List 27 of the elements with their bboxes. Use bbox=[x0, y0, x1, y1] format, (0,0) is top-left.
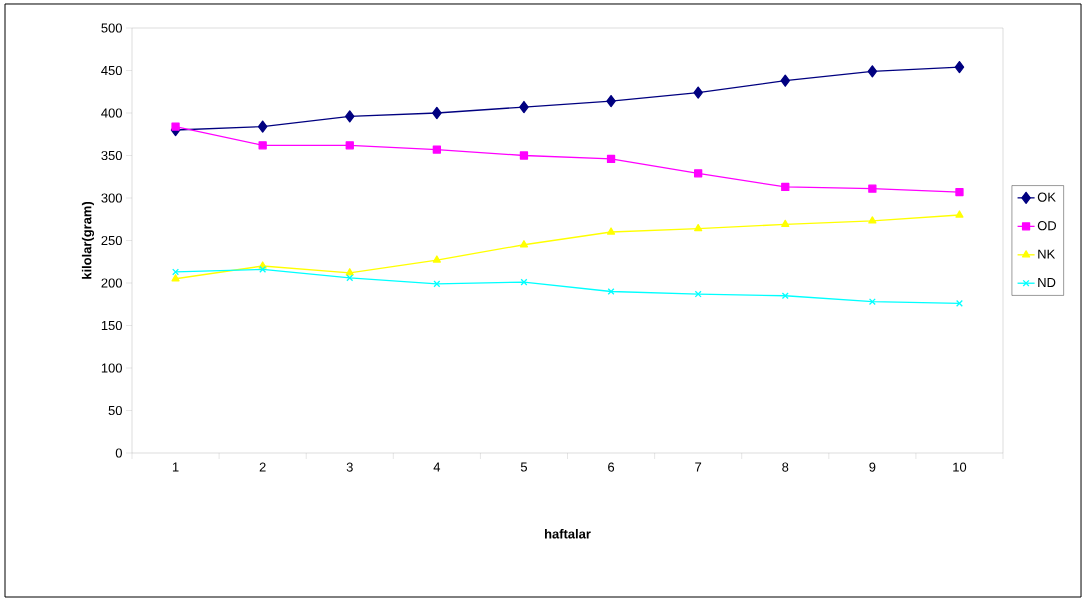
x-tick-label: 3 bbox=[346, 462, 353, 472]
x-tick-label: 10 bbox=[953, 462, 967, 472]
x-axis-title: haftalar bbox=[545, 528, 591, 539]
x-tick-label: 8 bbox=[782, 462, 789, 472]
y-tick-label: 500 bbox=[101, 23, 122, 33]
y-tick-label: 400 bbox=[101, 108, 122, 118]
y-tick-label: 200 bbox=[101, 278, 122, 288]
y-tick-label: 450 bbox=[101, 65, 122, 76]
legend-label: ND bbox=[1038, 278, 1056, 287]
y-tick-label: 350 bbox=[101, 150, 122, 161]
x-tick-label: 1 bbox=[172, 462, 179, 472]
legend-label: OD bbox=[1037, 221, 1057, 231]
x-tick-label: 4 bbox=[433, 462, 441, 472]
y-tick-label: 100 bbox=[101, 363, 122, 373]
legend-label: OK bbox=[1037, 192, 1056, 202]
x-tick-label: 7 bbox=[695, 462, 702, 472]
y-axis-title: kilolar(gram) bbox=[81, 201, 95, 279]
y-tick-label: 250 bbox=[101, 235, 122, 246]
legend-label: NK bbox=[1038, 249, 1056, 259]
y-tick-label: 300 bbox=[101, 193, 122, 203]
y-tick-label: 150 bbox=[101, 320, 122, 331]
x-tick-label: 6 bbox=[608, 462, 615, 472]
x-tick-label: 2 bbox=[259, 462, 266, 472]
y-tick-label: 50 bbox=[108, 405, 122, 416]
x-tick-label: 5 bbox=[520, 462, 528, 472]
y-tick-label: 0 bbox=[115, 448, 122, 458]
x-tick-label: 9 bbox=[869, 462, 876, 472]
